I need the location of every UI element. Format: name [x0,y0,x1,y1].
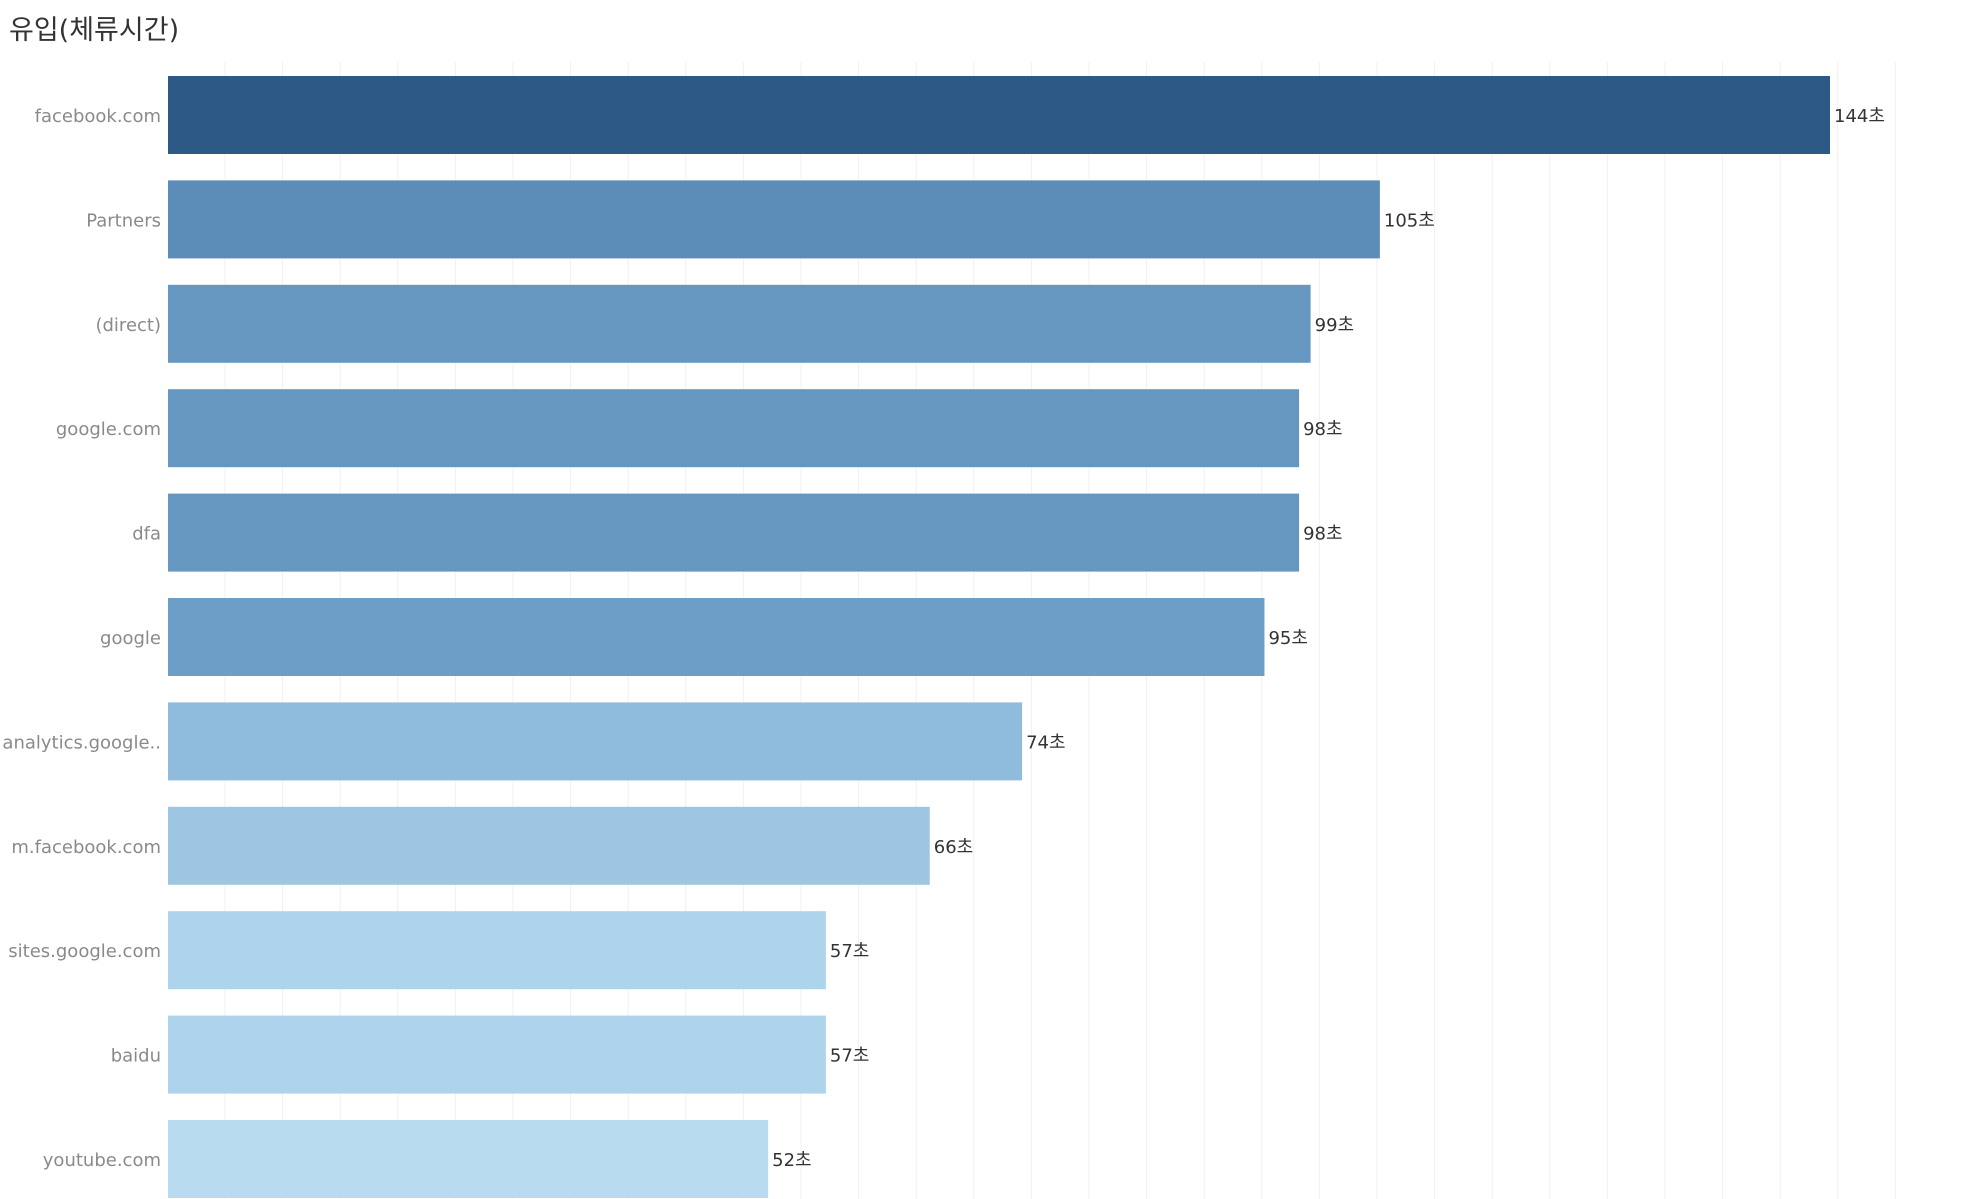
value-label: 99초 [1315,315,1354,336]
bar[interactable] [168,389,1300,468]
value-label: 95초 [1268,628,1307,649]
value-label: 144초 [1834,106,1885,127]
bar[interactable] [168,1015,826,1094]
category-label: analytics.google.. [2,732,161,753]
category-label: facebook.com [35,106,161,127]
value-label: 74초 [1026,732,1065,753]
category-label: m.facebook.com [11,837,161,858]
bar[interactable] [168,806,930,885]
value-label: 98초 [1303,524,1342,545]
category-label: youtube.com [43,1150,161,1171]
category-label: dfa [132,524,161,545]
bar[interactable] [168,493,1300,572]
bar[interactable] [168,284,1311,363]
bar[interactable] [168,598,1265,676]
category-label: google.com [56,419,161,440]
value-label: 66초 [934,837,973,858]
value-label: 105초 [1384,210,1435,231]
bar[interactable] [168,911,826,990]
category-label: google [100,628,161,649]
value-label: 57초 [830,941,869,962]
category-label: baidu [111,1046,161,1067]
bar[interactable] [168,180,1380,259]
chart-title: 유입(체류시간) [9,15,180,46]
value-label: 98초 [1303,419,1342,440]
category-label: Partners [86,210,161,231]
value-label: 52초 [772,1150,811,1171]
category-label: sites.google.com [8,941,161,962]
bar[interactable] [168,702,1023,781]
category-label: (direct) [95,315,161,336]
value-label: 57초 [830,1046,869,1067]
bar[interactable] [168,1120,769,1198]
bar[interactable] [168,76,1830,154]
